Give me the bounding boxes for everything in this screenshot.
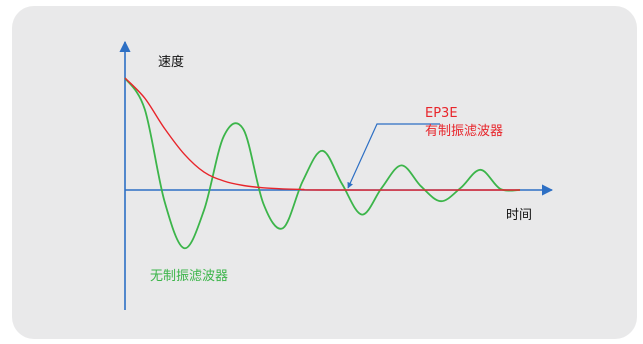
annotation-ep3e-line2: 有制振滤波器 <box>425 124 503 139</box>
annotation-no-filter: 无制振滤波器 <box>150 269 228 284</box>
x-axis-label: 时间 <box>506 208 532 223</box>
series-line-ep3e-vibration-filter <box>124 77 521 191</box>
series-line-no-vibration-filter <box>124 77 521 250</box>
annotation-pointer-line <box>347 123 440 189</box>
y-axis-label: 速度 <box>158 54 184 70</box>
annotation-ep3e-line1: EP3E <box>425 106 458 121</box>
chart-card <box>12 6 637 339</box>
